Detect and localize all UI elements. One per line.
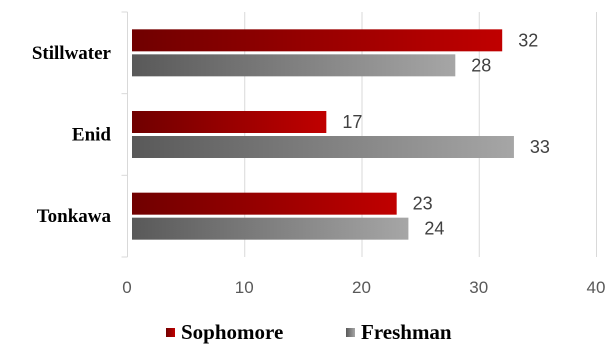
legend: Sophomore Freshman xyxy=(166,320,452,344)
data-label: 24 xyxy=(424,219,444,239)
data-label: 32 xyxy=(518,30,538,50)
data-label: 17 xyxy=(342,112,362,132)
category-label: Tonkawa xyxy=(37,206,112,227)
legend-swatch-sophomore xyxy=(166,328,175,337)
category-label: Enid xyxy=(72,125,112,146)
x-tick-label: 30 xyxy=(469,278,488,297)
data-label: 23 xyxy=(413,194,433,214)
category-label: Stillwater xyxy=(32,43,112,64)
data-label: 33 xyxy=(530,137,550,157)
data-label: 28 xyxy=(471,55,491,75)
category-axis: Stillwater Enid Tonkawa xyxy=(32,11,128,258)
bar-sophomore-enid xyxy=(132,111,327,133)
data-labels: 32 28 17 33 23 24 xyxy=(342,30,550,238)
x-tick-label: 10 xyxy=(235,278,254,297)
x-tick-label: 20 xyxy=(352,278,371,297)
x-tick-label: 0 xyxy=(122,278,131,297)
legend-label-sophomore: Sophomore xyxy=(181,320,283,344)
bar-freshman-stillwater xyxy=(132,54,456,77)
legend-label-freshman: Freshman xyxy=(361,320,452,344)
bars xyxy=(132,29,514,240)
x-tick-label: 40 xyxy=(587,278,606,297)
bar-freshman-enid xyxy=(132,136,514,158)
bar-sophomore-stillwater xyxy=(132,29,503,52)
bar-sophomore-tonkawa xyxy=(132,192,397,215)
bar-freshman-tonkawa xyxy=(132,217,409,240)
legend-swatch-freshman xyxy=(346,328,355,337)
gridlines: 0 10 20 30 40 xyxy=(122,12,605,297)
